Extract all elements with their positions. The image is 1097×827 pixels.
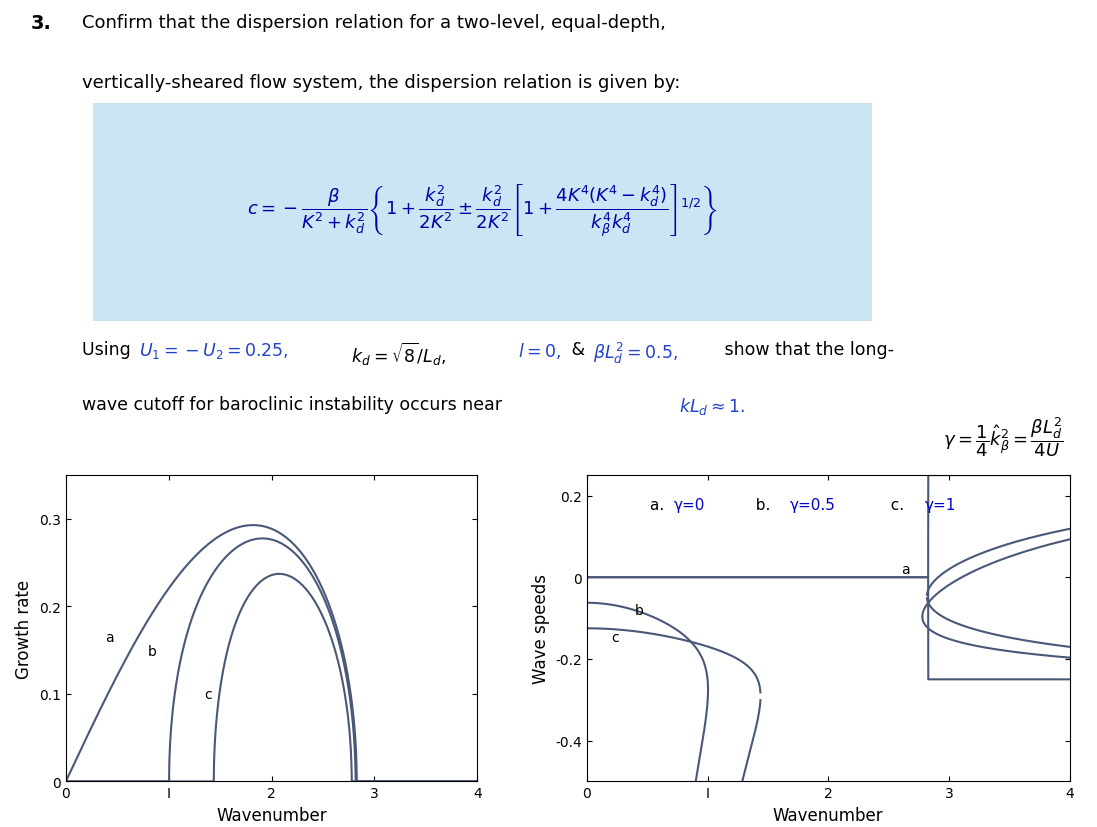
- Y-axis label: Growth rate: Growth rate: [15, 579, 33, 678]
- Text: a.: a.: [649, 497, 669, 512]
- Text: b: b: [635, 603, 644, 617]
- Text: γ=1: γ=1: [925, 497, 957, 512]
- Text: vertically-sheared flow system, the dispersion relation is given by:: vertically-sheared flow system, the disp…: [82, 74, 680, 92]
- Text: c.: c.: [881, 497, 909, 512]
- X-axis label: Wavenumber: Wavenumber: [216, 805, 327, 824]
- Text: $\mathit{U_1} = -\mathit{U_2} = 0.25$,: $\mathit{U_1} = -\mathit{U_2} = 0.25$,: [139, 341, 289, 361]
- Text: $kL_d \approx 1$.: $kL_d \approx 1$.: [679, 396, 745, 417]
- FancyBboxPatch shape: [93, 104, 872, 322]
- Text: &: &: [566, 341, 590, 358]
- Text: b.: b.: [746, 497, 776, 512]
- Text: 3.: 3.: [31, 14, 52, 33]
- Text: c: c: [205, 687, 213, 701]
- Text: show that the long-: show that the long-: [719, 341, 894, 358]
- Text: a: a: [105, 631, 113, 644]
- Text: $c = -\dfrac{\beta}{K^2 + k_d^2}\left\{1 + \dfrac{k_d^2}{2K^2} \pm \dfrac{k_d^2}: $c = -\dfrac{\beta}{K^2 + k_d^2}\left\{1…: [248, 183, 717, 239]
- Text: c: c: [611, 630, 619, 643]
- Text: Using: Using: [82, 341, 136, 358]
- Text: $\beta L_d^2 = 0.5$,: $\beta L_d^2 = 0.5$,: [593, 341, 678, 366]
- Text: wave cutoff for baroclinic instability occurs near: wave cutoff for baroclinic instability o…: [82, 396, 508, 414]
- Y-axis label: Wave speeds: Wave speeds: [532, 574, 550, 683]
- Text: γ=0: γ=0: [674, 497, 705, 512]
- Text: Confirm that the dispersion relation for a two-level, equal-depth,: Confirm that the dispersion relation for…: [82, 14, 666, 32]
- Text: $k_d = \sqrt{8}/L_d$,: $k_d = \sqrt{8}/L_d$,: [346, 341, 445, 367]
- Text: $\gamma = \dfrac{1}{4}\hat{k}_\beta^2 = \dfrac{\beta L_d^2}{4U}$: $\gamma = \dfrac{1}{4}\hat{k}_\beta^2 = …: [943, 415, 1064, 458]
- X-axis label: Wavenumber: Wavenumber: [773, 805, 883, 824]
- Text: $\mathit{l} = 0$,: $\mathit{l} = 0$,: [513, 341, 562, 361]
- Text: γ=0.5: γ=0.5: [790, 497, 836, 512]
- Text: a: a: [901, 562, 909, 576]
- Text: b: b: [148, 643, 157, 657]
